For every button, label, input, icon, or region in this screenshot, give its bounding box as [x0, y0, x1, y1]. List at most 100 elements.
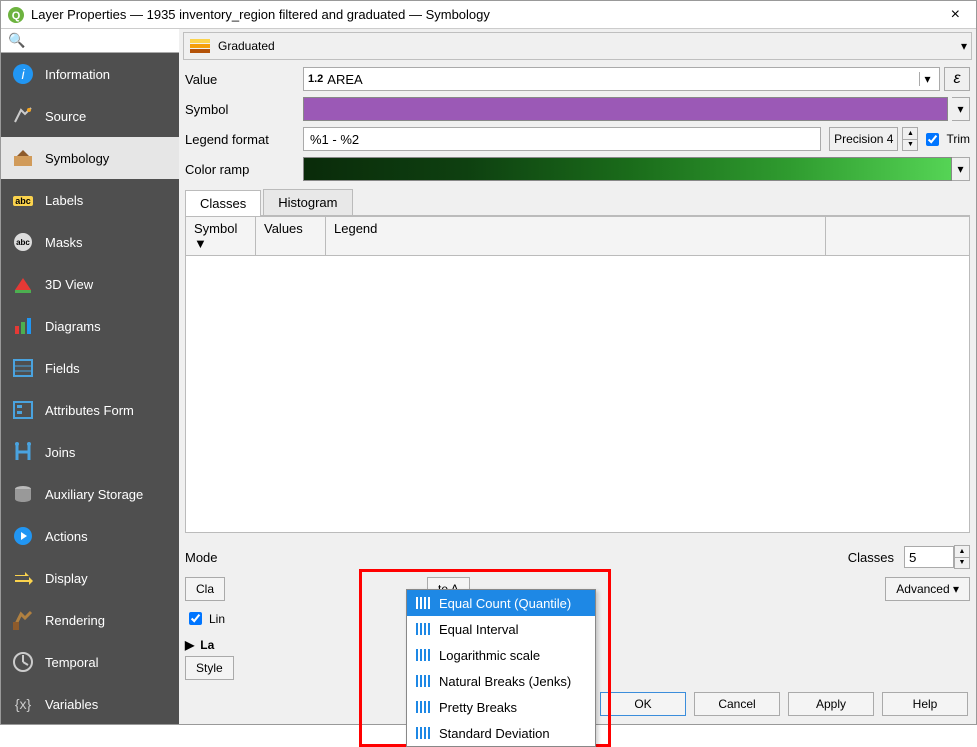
nav-icon: [11, 314, 35, 338]
mode-option-icon: [415, 699, 431, 715]
close-icon[interactable]: ×: [941, 6, 970, 24]
svg-text:abc: abc: [15, 196, 31, 206]
nav-icon: [11, 524, 35, 548]
mode-option-logarithmic-scale[interactable]: Logarithmic scale: [407, 642, 595, 668]
sidebar-item-source[interactable]: Source: [1, 95, 179, 137]
symbol-preview[interactable]: [303, 97, 948, 121]
sidebar-item-actions[interactable]: Actions: [1, 515, 179, 557]
value-label: Value: [185, 72, 295, 87]
color-ramp-drop-button[interactable]: ▾: [952, 157, 970, 181]
nav-icon: abc: [11, 230, 35, 254]
color-ramp[interactable]: [303, 157, 952, 181]
mode-option-standard-deviation[interactable]: Standard Deviation: [407, 720, 595, 746]
sidebar-item-label: Actions: [45, 529, 88, 544]
nav-icon: [11, 650, 35, 674]
tab-histogram[interactable]: Histogram: [263, 189, 352, 215]
nav-icon: abc: [11, 188, 35, 212]
search-icon: 🔍: [8, 32, 25, 49]
sidebar-item-joins[interactable]: Joins: [1, 431, 179, 473]
sidebar-item-display[interactable]: Display: [1, 557, 179, 599]
classes-spinner[interactable]: ▲▼: [954, 545, 970, 569]
color-ramp-label: Color ramp: [185, 162, 295, 177]
tab-classes[interactable]: Classes: [185, 190, 261, 216]
column-symbol[interactable]: Symbol ▼: [186, 217, 256, 255]
mode-option-equal-count-quantile-[interactable]: Equal Count (Quantile): [407, 590, 595, 616]
nav-icon: [11, 608, 35, 632]
mode-option-natural-breaks-jenks-[interactable]: Natural Breaks (Jenks): [407, 668, 595, 694]
legend-format-input[interactable]: [303, 127, 821, 151]
svg-text:Q: Q: [12, 10, 21, 22]
sidebar-item-auxiliary-storage[interactable]: Auxiliary Storage: [1, 473, 179, 515]
sidebar-item-masks[interactable]: abcMasks: [1, 221, 179, 263]
cancel-button[interactable]: Cancel: [694, 692, 780, 716]
advanced-button[interactable]: Advanced ▾: [885, 577, 970, 601]
sidebar-item-information[interactable]: i Information: [1, 53, 179, 95]
nav-icon: [11, 482, 35, 506]
apply-button[interactable]: Apply: [788, 692, 874, 716]
nav-icon: [11, 104, 35, 128]
nav-icon: [11, 398, 35, 422]
sidebar-item-3d-view[interactable]: 3D View: [1, 263, 179, 305]
sidebar-item-temporal[interactable]: Temporal: [1, 641, 179, 683]
sidebar-item-label: Labels: [45, 193, 83, 208]
sidebar-item-variables[interactable]: {x} Variables: [1, 683, 179, 724]
legend-format-label: Legend format: [185, 132, 295, 147]
nav-icon: {x}: [11, 692, 35, 716]
value-type-tag: 1.2: [308, 73, 323, 85]
sidebar-item-label: Information: [45, 67, 110, 82]
column-values[interactable]: Values: [256, 217, 326, 255]
sidebar-item-label: Display: [45, 571, 88, 586]
chevron-down-icon: ▾: [919, 72, 935, 86]
sidebar-item-label: Diagrams: [45, 319, 101, 334]
mode-option-equal-interval[interactable]: Equal Interval: [407, 616, 595, 642]
expand-icon[interactable]: ▶: [185, 638, 194, 652]
mode-dropdown[interactable]: Equal Count (Quantile)Equal IntervalLoga…: [406, 589, 596, 747]
ok-button[interactable]: OK: [600, 692, 686, 716]
nav-icon: [11, 356, 35, 380]
classes-label: Classes: [848, 550, 894, 565]
graduated-icon: [190, 39, 210, 53]
sidebar-item-label: Fields: [45, 361, 80, 376]
sidebar: 🔍 iInformationSourceSymbologyabcLabelsab…: [1, 29, 179, 724]
renderer-label: Graduated: [218, 39, 275, 53]
mode-option-icon: [415, 647, 431, 663]
expression-button[interactable]: ε: [944, 67, 970, 91]
value-field-value: AREA: [327, 72, 919, 87]
symbol-drop-button[interactable]: ▾: [952, 97, 970, 121]
sidebar-item-label: Source: [45, 109, 86, 124]
column-legend[interactable]: Legend: [326, 217, 826, 255]
search-input[interactable]: [29, 33, 188, 49]
precision-spinner[interactable]: ▲▼: [902, 127, 918, 151]
style-button[interactable]: Style: [185, 656, 234, 680]
sidebar-nav: i Information Source Symbology abc Labels abcM…: [1, 53, 179, 724]
qgis-logo-icon: Q: [7, 6, 25, 24]
sidebar-item-diagrams[interactable]: Diagrams: [1, 305, 179, 347]
value-field-combo[interactable]: 1.2 AREA ▾: [303, 67, 940, 91]
renderer-combo[interactable]: Graduated ▾: [183, 32, 972, 60]
sidebar-item-label: Rendering: [45, 613, 105, 628]
symbol-label: Symbol: [185, 102, 295, 117]
classes-table-header: Symbol ▼ValuesLegend: [185, 216, 970, 256]
nav-icon: [11, 566, 35, 590]
mode-option-icon: [415, 725, 431, 741]
sidebar-item-symbology[interactable]: Symbology: [1, 137, 179, 179]
classes-tabs: ClassesHistogram: [185, 189, 970, 216]
mode-option-pretty-breaks[interactable]: Pretty Breaks: [407, 694, 595, 720]
sidebar-item-labels[interactable]: abc Labels: [1, 179, 179, 221]
sidebar-item-rendering[interactable]: Rendering: [1, 599, 179, 641]
classes-table-body: [185, 256, 970, 533]
link-checkbox[interactable]: Lin: [185, 609, 225, 628]
nav-icon: i: [11, 62, 35, 86]
sidebar-item-attributes-form[interactable]: Attributes Form: [1, 389, 179, 431]
precision-box[interactable]: Precision 4: [829, 127, 898, 151]
layer-rendering-label: La: [200, 638, 214, 652]
sidebar-search[interactable]: 🔍: [1, 29, 179, 53]
mode-option-icon: [415, 595, 431, 611]
sidebar-item-fields[interactable]: Fields: [1, 347, 179, 389]
classify-button[interactable]: Cla: [185, 577, 225, 601]
nav-icon: [11, 146, 35, 170]
sidebar-item-label: Variables: [45, 697, 98, 712]
classes-input[interactable]: [904, 546, 954, 568]
trim-checkbox[interactable]: Trim: [922, 130, 970, 149]
help-button[interactable]: Help: [882, 692, 968, 716]
